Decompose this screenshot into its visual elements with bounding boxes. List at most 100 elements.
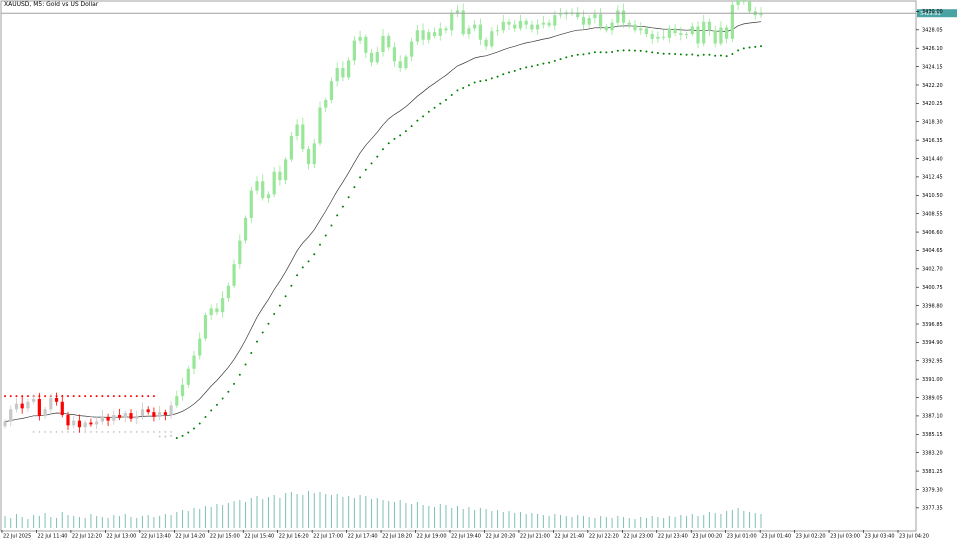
candle-body-67 (387, 35, 391, 48)
indicator-dot-23 (135, 395, 138, 398)
indicator-dot-121 (697, 54, 699, 57)
indicator-dot-33 (193, 427, 195, 430)
indicator-dot-35 (204, 416, 207, 419)
candle-body-100 (576, 12, 580, 18)
candle-body-6 (37, 398, 41, 416)
indicator-dot-58 (336, 214, 339, 217)
candle-body-72 (415, 30, 419, 42)
candle-body-47 (272, 171, 276, 195)
indicator-dot-77 (445, 98, 447, 101)
indicator-dot-104 (599, 51, 602, 54)
indicator-dot-lower-23 (135, 431, 138, 433)
indicator-dot-96 (553, 59, 556, 62)
x-tick-label-14: 22 Jul 20:20 (485, 534, 515, 540)
indicator-dot-67 (387, 142, 390, 145)
indicator-dot-lower-26 (153, 431, 155, 433)
y-tick-label-12: 3406.60 (922, 230, 943, 236)
y-tick-label-27: 3377.35 (922, 506, 943, 512)
indicator-dot-48 (278, 304, 281, 307)
candle-body-75 (432, 32, 437, 36)
indicator-dot-51 (296, 274, 299, 277)
indicator-dot-lower-12 (72, 431, 75, 433)
candle-body-114 (656, 36, 660, 39)
candle-body-64 (369, 52, 374, 63)
indicator-dot-123 (708, 53, 711, 56)
indicator-dot-39 (227, 390, 230, 393)
candle-body-49 (284, 159, 288, 181)
candle-body-121 (696, 26, 700, 44)
indicator-dot-110 (634, 49, 636, 52)
candle-body-11 (66, 414, 70, 426)
candle-body-35 (203, 315, 208, 339)
indicator-dot-22 (130, 395, 132, 398)
indicator-dot-21 (124, 395, 127, 398)
candle-body-87 (501, 21, 505, 31)
indicator-dot-24 (141, 395, 144, 398)
candle-body-24 (140, 409, 145, 416)
x-tick-label-21: 23 Jul 01:00 (727, 534, 757, 540)
indicator-dot-45 (261, 331, 264, 334)
indicator-dot-131 (754, 45, 757, 48)
indicator-dot-28 (164, 435, 167, 438)
indicator-dot-128 (737, 49, 740, 52)
indicator-dot-74 (427, 110, 430, 113)
candle-body-12 (72, 420, 76, 426)
candle-body-109 (627, 22, 631, 25)
candle-body-13 (77, 420, 82, 428)
indicator-dot-44 (256, 340, 258, 343)
candle-body-102 (587, 18, 591, 25)
x-tick-label-4: 22 Jul 13:40 (141, 534, 171, 540)
indicator-dot-60 (347, 196, 350, 199)
candle-body-118 (679, 33, 683, 35)
candle-body-117 (673, 28, 677, 34)
indicator-dot-lower-28 (164, 431, 167, 433)
candle-body-88 (507, 21, 511, 25)
x-tick-label-10: 22 Jul 17:40 (348, 534, 378, 540)
x-tick-label-23: 23 Jul 02:20 (796, 534, 826, 540)
candle-body-61 (352, 40, 356, 61)
candle-body-110 (633, 24, 637, 31)
y-tick-label-25: 3381.25 (922, 469, 943, 475)
candle-body-45 (261, 181, 265, 199)
indicator-dot-lower-9 (55, 431, 58, 433)
indicator-dot-93 (536, 64, 539, 67)
indicator-dot-32 (187, 431, 190, 434)
candle-body-31 (180, 384, 185, 397)
x-tick-label-19: 22 Jul 23:40 (658, 534, 688, 540)
candle-body-52 (301, 124, 305, 150)
indicator-dot-113 (651, 51, 654, 54)
indicator-dot-50 (290, 284, 293, 287)
indicator-dot-89 (513, 69, 516, 72)
x-tick-label-22: 23 Jul 01:40 (761, 534, 791, 540)
indicator-dot-125 (719, 54, 722, 57)
x-tick-label-16: 22 Jul 21:40 (554, 534, 584, 540)
y-tick-label-6: 3418.30 (922, 120, 943, 126)
volume-layer (4, 491, 762, 528)
indicator-dot-18 (107, 395, 110, 398)
candle-body-65 (375, 51, 379, 63)
candle-body-62 (358, 36, 362, 41)
candle-body-19 (112, 414, 116, 421)
indicator-dot-lower-17 (101, 431, 104, 433)
x-tick-label-26: 23 Jul 04:20 (899, 534, 929, 540)
candle-body-46 (266, 194, 271, 199)
y-tick-label-4: 3422.20 (922, 83, 943, 89)
indicator-dot-101 (582, 53, 585, 56)
x-tick-label-18: 22 Jul 23:00 (623, 534, 653, 540)
candle-body-85 (490, 31, 494, 47)
x-tick-label-5: 22 Jul 14:20 (175, 534, 205, 540)
indicator-dot-78 (450, 94, 453, 97)
candle-body-70 (404, 56, 408, 68)
candle-body-79 (455, 10, 460, 14)
candle-body-80 (461, 10, 465, 35)
candle-body-69 (398, 61, 402, 68)
indicator-dot-103 (593, 51, 596, 54)
indicator-dot-47 (273, 312, 276, 315)
x-tick-label-7: 22 Jul 15:40 (244, 534, 274, 540)
candle-body-83 (478, 24, 482, 40)
candle-body-86 (495, 30, 500, 32)
candle-body-8 (49, 398, 53, 410)
indicator-dot-102 (588, 52, 591, 55)
indicator-dot-86 (496, 75, 499, 78)
